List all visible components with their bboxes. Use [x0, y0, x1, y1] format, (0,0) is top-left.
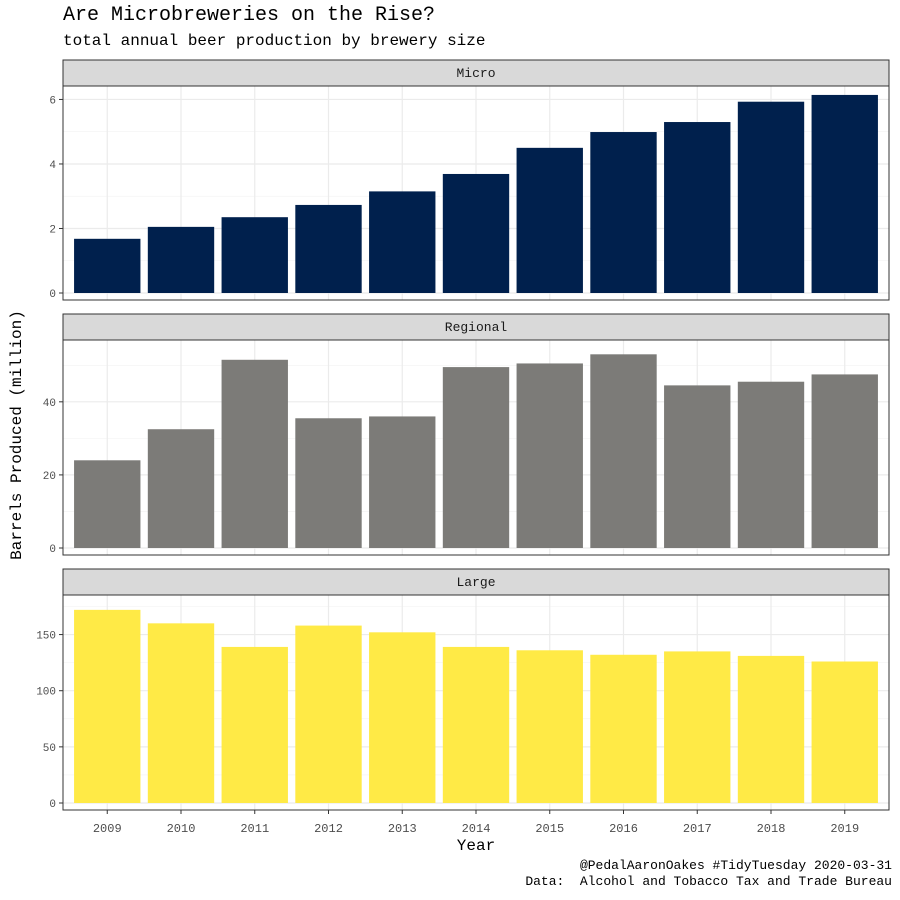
bar-regional-2010	[147, 429, 215, 548]
bar-large-2013	[369, 632, 436, 803]
y-axis-title: Barrels Produced (million)	[8, 310, 26, 560]
bar-micro-2012	[295, 204, 362, 293]
bar-large-2015	[516, 650, 583, 803]
caption-source: Data: Alcohol and Tobacco Tax and Trade …	[525, 874, 892, 889]
caption-credit: @PedalAaronOakes #TidyTuesday 2020-03-31	[579, 858, 892, 873]
bar-regional-2015	[516, 363, 583, 548]
y-tick-label: 0	[49, 289, 56, 301]
bar-large-2011	[221, 646, 288, 803]
chart-subtitle: total annual beer production by brewery …	[63, 32, 486, 50]
bar-regional-2016	[590, 354, 657, 548]
x-tick-label: 2014	[462, 822, 491, 836]
bar-large-2016	[590, 654, 657, 803]
x-tick-label: 2015	[535, 822, 564, 836]
bar-regional-2019	[811, 374, 878, 548]
bar-large-2019	[811, 661, 878, 803]
bar-regional-2012	[295, 418, 362, 548]
bar-micro-2018	[737, 101, 805, 293]
bar-large-2012	[295, 625, 362, 803]
bar-regional-2011	[221, 359, 288, 548]
bar-micro-2014	[442, 173, 510, 293]
x-tick-label: 2016	[609, 822, 638, 836]
panel-border	[62, 85, 890, 301]
facet-strip-label: Large	[456, 575, 495, 590]
x-tick-label: 2017	[683, 822, 712, 836]
y-tick-label: 4	[49, 160, 56, 172]
facet-strip	[62, 59, 890, 87]
bar-micro-2011	[221, 217, 288, 293]
facet-strip-label: Regional	[445, 320, 508, 335]
bar-micro-2019	[811, 94, 878, 293]
facet-strip	[62, 313, 890, 341]
chart-title: Are Microbreweries on the Rise?	[63, 4, 436, 27]
x-tick-label: 2012	[314, 822, 343, 836]
bar-micro-2015	[516, 147, 583, 293]
bar-micro-2016	[590, 132, 657, 293]
bar-regional-2018	[737, 381, 805, 548]
y-tick-label: 2	[49, 224, 56, 236]
x-tick-label: 2011	[240, 822, 269, 836]
bar-micro-2013	[369, 191, 436, 293]
bar-micro-2017	[664, 122, 731, 293]
y-tick-label: 100	[36, 687, 56, 699]
x-axis-title: Year	[457, 837, 495, 855]
chart-caption: @PedalAaronOakes #TidyTuesday 2020-03-31…	[525, 858, 892, 890]
x-tick-label: 2018	[757, 822, 786, 836]
bar-micro-2010	[147, 226, 215, 293]
bar-regional-2014	[442, 367, 510, 548]
bar-regional-2017	[664, 385, 731, 548]
bar-large-2017	[664, 651, 731, 803]
bar-regional-2009	[74, 460, 141, 548]
panel-border	[62, 339, 890, 556]
bar-large-2014	[442, 646, 510, 803]
y-tick-label: 50	[43, 743, 56, 755]
bar-regional-2013	[369, 416, 436, 548]
x-tick-label: 2019	[830, 822, 859, 836]
y-tick-label: 0	[49, 544, 56, 556]
y-tick-label: 6	[49, 95, 56, 107]
bar-micro-2009	[74, 238, 141, 293]
bar-large-2018	[737, 655, 805, 803]
x-tick-label: 2010	[167, 822, 196, 836]
x-tick-label: 2009	[93, 822, 122, 836]
y-tick-label: 40	[43, 398, 56, 410]
facet-strip-label: Micro	[456, 66, 495, 81]
x-tick-label: 2013	[388, 822, 417, 836]
y-tick-label: 20	[43, 471, 56, 483]
y-tick-label: 0	[49, 799, 56, 811]
y-tick-label: 150	[36, 631, 56, 643]
bar-large-2010	[147, 623, 215, 803]
facet-strip	[62, 568, 890, 596]
bar-large-2009	[74, 609, 141, 803]
